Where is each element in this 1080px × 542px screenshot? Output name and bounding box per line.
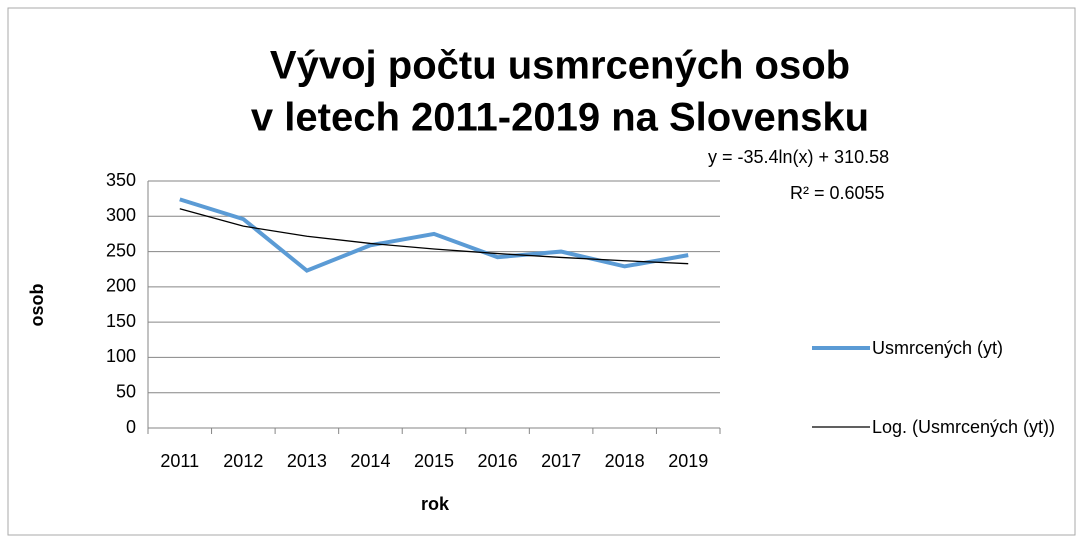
trend-r2: R² = 0.6055	[790, 183, 885, 203]
y-tick-label: 350	[106, 170, 136, 190]
y-tick-label: 150	[106, 311, 136, 331]
data-line	[179, 197, 689, 273]
y-tick-label: 0	[126, 417, 136, 437]
y-tick-label: 100	[106, 346, 136, 366]
x-tick-label: 2017	[541, 451, 581, 471]
x-tick-label: 2015	[414, 451, 454, 471]
x-tick-label: 2012	[223, 451, 263, 471]
y-tick-label: 200	[106, 276, 136, 296]
legend-label: Usmrcených (yt)	[872, 338, 1004, 358]
x-tick-label: 2011	[160, 451, 199, 471]
y-tick-label: 300	[106, 205, 136, 225]
legend-label: Log. (Usmrcených (yt))	[872, 417, 1056, 437]
trend-line	[179, 208, 689, 265]
x-tick-label: 2019	[668, 451, 708, 471]
x-tick-label: 2016	[478, 451, 518, 471]
x-tick-label: 2018	[605, 451, 645, 471]
chart-border	[7, 7, 1076, 536]
trend-equation: y = -35.4ln(x) + 310.58	[708, 147, 889, 167]
chart-title: v letech 2011-2019 na Slovensku	[251, 96, 869, 140]
y-axis-label: osob	[27, 283, 47, 326]
x-tick-label: 2013	[287, 451, 327, 471]
y-tick-label: 250	[106, 240, 136, 260]
chart-title: Vývoj počtu usmrcených osob	[270, 44, 850, 88]
x-tick-label: 2014	[350, 451, 390, 471]
y-tick-label: 50	[116, 381, 136, 401]
x-axis-label: rok	[421, 494, 450, 514]
